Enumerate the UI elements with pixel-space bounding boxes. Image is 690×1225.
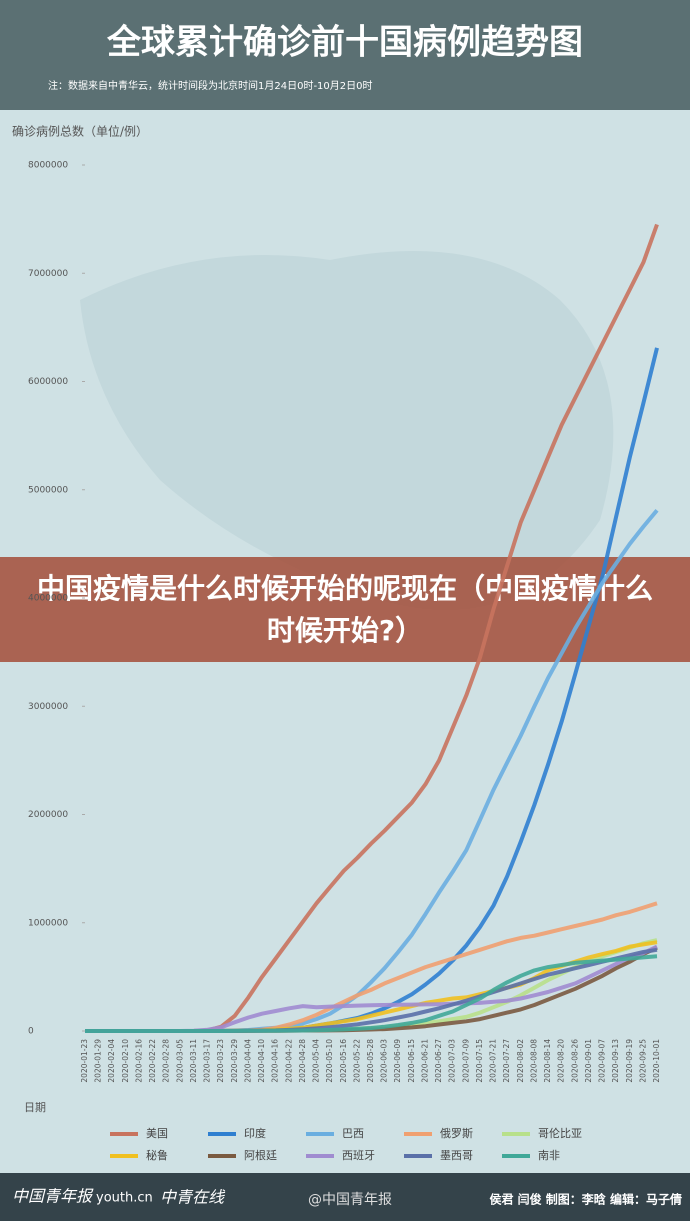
header (0, 0, 690, 110)
x-tick-label: 2020-05-28 (366, 1039, 375, 1083)
y-tick-label: 5000000 (28, 485, 68, 495)
x-tick-label: 2020-02-28 (162, 1039, 171, 1083)
x-tick-label: 2020-01-29 (94, 1039, 103, 1083)
x-tick-label: 2020-06-03 (380, 1039, 389, 1083)
x-tick-label: 2020-03-23 (216, 1039, 225, 1083)
y-tick-label: 2000000 (28, 810, 68, 820)
legend-label: 西班牙 (342, 1149, 375, 1162)
x-tick-label: 2020-03-17 (203, 1039, 212, 1083)
x-tick-label: 2020-09-19 (625, 1039, 634, 1083)
x-tick-label: 2020-07-27 (502, 1039, 511, 1083)
legend-label: 巴西 (342, 1127, 364, 1140)
footer-credits: 侯君 闫俊 制图：李晗 编辑：马子倩 (489, 1192, 682, 1207)
legend-label: 秘鲁 (146, 1148, 168, 1162)
x-tick-label: 2020-08-14 (543, 1039, 552, 1083)
x-tick-label: 2020-07-15 (475, 1039, 484, 1083)
legend-label: 美国 (146, 1127, 168, 1140)
y-tick-label: 6000000 (28, 377, 68, 387)
legend-label: 哥伦比亚 (538, 1126, 582, 1140)
x-tick-label: 2020-05-16 (339, 1039, 348, 1083)
y-tick-label: 4000000 (28, 594, 68, 604)
banner (0, 557, 690, 662)
x-tick-label: 2020-08-02 (516, 1039, 525, 1083)
x-tick-label: 2020-06-27 (434, 1039, 443, 1083)
x-tick-label: 2020-07-21 (489, 1039, 498, 1083)
series-line (85, 954, 658, 1033)
x-tick-label: 2020-08-08 (529, 1039, 538, 1083)
x-tick-label: 2020-05-22 (352, 1039, 361, 1083)
y-tick-label: 7000000 (28, 269, 68, 279)
x-tick-label: 2020-02-10 (121, 1039, 130, 1083)
x-tick-label: 2020-06-21 (420, 1039, 429, 1083)
x-tick-label: 2020-04-16 (271, 1039, 280, 1083)
banner-box: 中国疫情是什么时候开始的呢现在（中国疫情什么时候开始?） (36, 572, 653, 647)
x-axis-label: 日期 (24, 1101, 46, 1114)
legend-label: 印度 (244, 1126, 266, 1140)
chart-title: 全球累计确诊前十国病例趋势图 (106, 23, 583, 63)
plot: 0 1000000 2000000 3000000 4000000 5000000 6000… (28, 161, 661, 1163)
x-tick-label: 2020-02-22 (148, 1039, 157, 1083)
map-shape (80, 251, 614, 610)
y-tick-label: 8000000 (28, 161, 68, 171)
x-tick-label: 2020-04-28 (298, 1039, 307, 1083)
x-tick-label: 2020-09-07 (598, 1039, 607, 1083)
x-tick-label: 2020-07-03 (448, 1039, 457, 1083)
footer-logo: 中青在线 (160, 1188, 226, 1207)
x-tick-label: 2020-08-26 (570, 1039, 579, 1083)
x-tick-label: 2020-04-22 (284, 1039, 293, 1083)
banner-text: 中国疫情是什么时候开始的呢现在（中国疫情什么时候开始?） (36, 572, 653, 647)
footer-logo: youth.cn (96, 1191, 153, 1206)
x-tick-label: 2020-05-04 (312, 1039, 321, 1083)
x-tick-label: 2020-09-13 (611, 1039, 620, 1083)
x-tick-label: 2020-04-10 (257, 1039, 266, 1083)
footer (0, 1173, 690, 1221)
y-tick-label: 1000000 (28, 918, 68, 928)
x-tick-label: 2020-03-29 (230, 1039, 239, 1083)
legend-label: 俄罗斯 (440, 1127, 473, 1140)
footer-logo: 中国青年报 (12, 1188, 94, 1206)
y-axis-label: 确诊病例总数（单位/例） (12, 124, 148, 139)
x-tick-label: 2020-05-10 (325, 1039, 334, 1083)
x-tick-label: 2020-09-25 (638, 1039, 647, 1083)
x-tick-label: 2020-03-11 (189, 1039, 198, 1083)
chart-subtitle: 注：数据来自中青华云，统计时间段为北京时间1月24日0时-10月2日0时 (48, 79, 373, 92)
x-tick-label: 2020-09-01 (584, 1039, 593, 1083)
x-tick-label: 2020-02-16 (134, 1039, 143, 1083)
x-tick-label: 2020-08-20 (557, 1039, 566, 1083)
x-tick-label: 2020-10-01 (652, 1039, 661, 1083)
x-tick-label: 2020-06-15 (407, 1039, 416, 1083)
legend-label: 南非 (538, 1149, 560, 1162)
x-tick-label: 2020-01-23 (80, 1039, 89, 1083)
x-tick-label: 2020-02-04 (107, 1039, 116, 1083)
x-tick-label: 2020-07-09 (461, 1039, 470, 1083)
x-tick-label: 2020-06-09 (393, 1039, 402, 1083)
legend-label: 墨西哥 (440, 1149, 473, 1162)
x-tick-label: 2020-03-05 (175, 1039, 184, 1083)
footer-handle: @中国青年报 (308, 1192, 392, 1208)
legend-label: 阿根廷 (244, 1148, 277, 1162)
y-tick-label: 3000000 (28, 702, 68, 712)
y-tick-label: 0 (28, 1027, 34, 1037)
x-tick-label: 2020-04-04 (243, 1039, 252, 1083)
